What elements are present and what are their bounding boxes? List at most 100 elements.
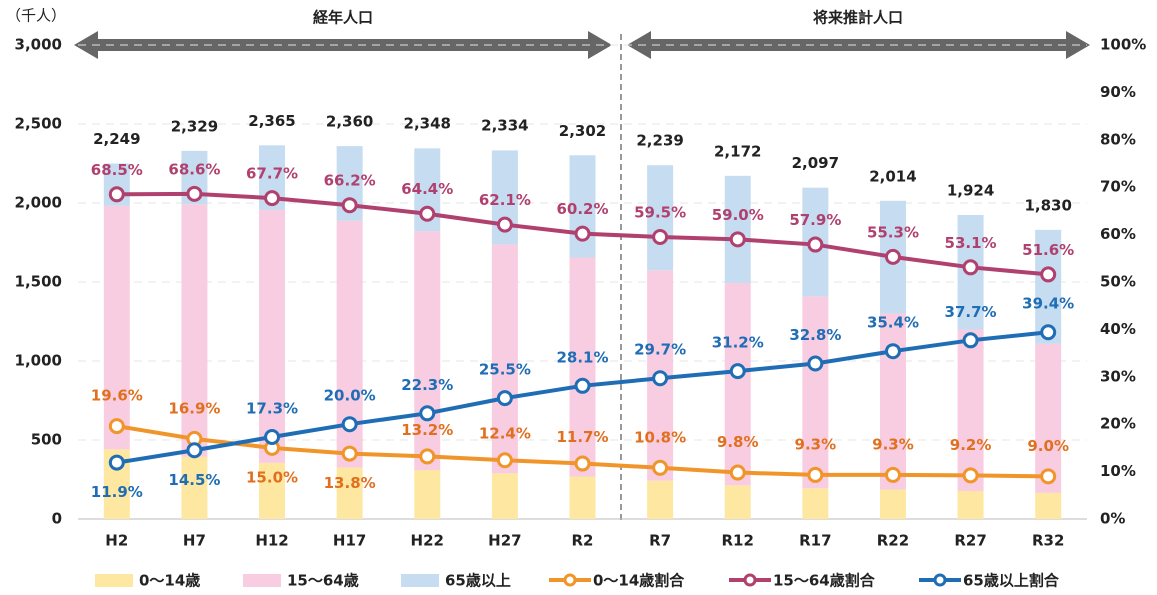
- x-tick-label: R7: [649, 532, 671, 550]
- value-label: 68.5%: [91, 161, 143, 179]
- legend-label: 65歳以上割合: [963, 572, 1060, 590]
- point: [1040, 468, 1057, 485]
- y2-tick-label: 10%: [1100, 462, 1136, 480]
- point: [962, 467, 979, 484]
- value-label: 51.6%: [1022, 241, 1074, 259]
- x-tick-label: R12: [722, 532, 754, 550]
- total-label: 2,249: [93, 130, 140, 148]
- value-label: 62.1%: [479, 191, 531, 209]
- bar: [879, 489, 906, 519]
- legend-label: 0～14歳割合: [593, 572, 685, 590]
- y2-tick-label: 0%: [1100, 510, 1125, 528]
- y2-tick-label: 50%: [1100, 273, 1136, 291]
- bar: [957, 329, 984, 492]
- legend-label: 15～64歳: [287, 572, 359, 590]
- value-label: 39.4%: [1022, 295, 1074, 313]
- annotation: 経年人口: [313, 9, 373, 27]
- bar: [879, 313, 906, 490]
- y-tick-label: 3,000: [15, 36, 62, 54]
- y-axis-label: （千人）: [6, 7, 66, 25]
- value-label: 13.2%: [401, 421, 453, 439]
- y2-tick-label: 90%: [1100, 83, 1136, 101]
- bar: [569, 257, 596, 477]
- bar: [259, 209, 286, 463]
- value-label: 64.4%: [401, 180, 453, 198]
- value-label: 9.2%: [950, 436, 992, 454]
- bar: [259, 462, 286, 519]
- y-tick-label: 0: [52, 510, 62, 528]
- value-label: 29.7%: [634, 341, 686, 359]
- legend-swatch: [563, 573, 577, 587]
- point: [729, 464, 746, 481]
- x-tick-label: R22: [877, 532, 909, 550]
- value-label: 9.3%: [795, 435, 837, 453]
- x-tick-label: H27: [488, 532, 521, 550]
- legend-swatch: [743, 573, 757, 587]
- value-label: 11.7%: [556, 428, 608, 446]
- total-label: 2,334: [481, 117, 528, 135]
- value-label: 16.9%: [168, 399, 220, 417]
- point: [341, 445, 358, 462]
- y2-tick-label: 100%: [1100, 36, 1146, 54]
- point: [652, 459, 669, 476]
- point: [729, 231, 746, 248]
- bar: [724, 175, 751, 283]
- point: [1040, 266, 1057, 283]
- bar: [647, 165, 674, 271]
- value-label: 66.2%: [324, 172, 376, 190]
- legend-label: 15～64歳割合: [773, 572, 876, 590]
- bar: [181, 204, 208, 457]
- bar: [647, 480, 674, 519]
- value-label: 67.7%: [246, 165, 298, 183]
- point: [574, 225, 591, 242]
- total-label: 1,924: [947, 182, 994, 200]
- x-tick-label: R32: [1032, 532, 1064, 550]
- total-label: 2,014: [869, 167, 916, 185]
- bar: [181, 456, 208, 519]
- value-label: 11.9%: [91, 483, 143, 501]
- bar: [491, 473, 518, 519]
- value-label: 55.3%: [867, 223, 919, 241]
- y-tick-label: 2,000: [15, 194, 62, 212]
- point: [884, 343, 901, 360]
- legend-swatch: [95, 574, 133, 587]
- x-tick-label: R2: [572, 532, 594, 550]
- value-label: 14.5%: [168, 471, 220, 489]
- x-tick-label: R27: [954, 532, 986, 550]
- point: [574, 455, 591, 472]
- x-tick-label: H7: [183, 532, 206, 550]
- value-label: 59.5%: [634, 203, 686, 221]
- y2-tick-label: 40%: [1100, 320, 1136, 338]
- y-tick-label: 2,500: [15, 115, 62, 133]
- point: [1040, 324, 1057, 341]
- value-label: 10.8%: [634, 428, 686, 446]
- value-label: 68.6%: [168, 160, 220, 178]
- bar: [957, 491, 984, 519]
- point: [419, 205, 436, 222]
- x-tick-label: H2: [105, 532, 128, 550]
- y2-tick-label: 20%: [1100, 415, 1136, 433]
- total-label: 2,329: [171, 118, 218, 136]
- value-label: 28.1%: [556, 348, 608, 366]
- point: [884, 248, 901, 265]
- y-tick-label: 500: [31, 431, 62, 449]
- point: [496, 216, 513, 233]
- x-tick-label: H22: [411, 532, 444, 550]
- value-label: 35.4%: [867, 314, 919, 332]
- value-label: 57.9%: [789, 211, 841, 229]
- point: [419, 405, 436, 422]
- point: [186, 442, 203, 459]
- point: [341, 197, 358, 214]
- bar: [802, 488, 829, 519]
- value-label: 13.8%: [324, 474, 376, 492]
- point: [652, 370, 669, 387]
- x-tick-label: R17: [799, 532, 831, 550]
- bar: [103, 205, 130, 450]
- legend-swatch: [401, 574, 439, 587]
- value-label: 60.2%: [556, 200, 608, 218]
- y-tick-label: 1,000: [15, 352, 62, 370]
- value-label: 19.6%: [91, 387, 143, 405]
- y2-tick-label: 70%: [1100, 178, 1136, 196]
- bar: [414, 470, 441, 519]
- value-label: 37.7%: [945, 303, 997, 321]
